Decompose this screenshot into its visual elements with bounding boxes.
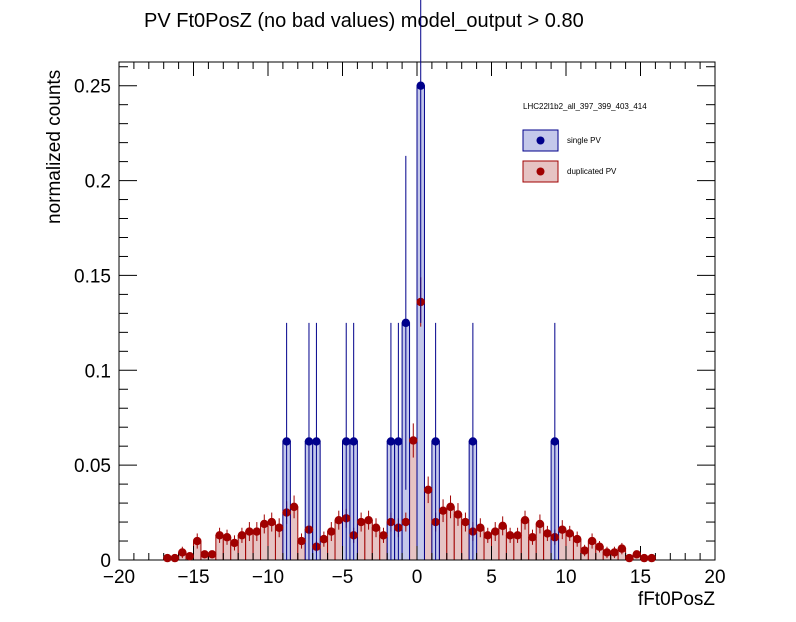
single-pv-point bbox=[386, 437, 396, 446]
duplicated-pv-point bbox=[505, 531, 515, 540]
duplicated-pv-point bbox=[528, 533, 537, 542]
duplicated-pv-point bbox=[491, 527, 500, 536]
duplicated-pv-point bbox=[260, 519, 269, 529]
duplicated-pv-point bbox=[438, 506, 448, 515]
x-tick-label: −20 bbox=[103, 567, 135, 588]
duplicated-pv-point bbox=[356, 517, 366, 527]
y-axis-ticks: 0 0.05 0.1 0.15 0.2 0.25 bbox=[74, 66, 715, 572]
duplicated-pv-point bbox=[587, 536, 597, 546]
duplicated-pv-point bbox=[237, 531, 247, 540]
duplicated-pv-bar bbox=[409, 439, 418, 561]
duplicated-pv-point bbox=[483, 531, 492, 540]
duplicated-pv-point bbox=[640, 553, 649, 563]
duplicated-pv-point bbox=[222, 533, 232, 542]
duplicated-pv-point bbox=[230, 538, 239, 548]
legend-header: LHC22l1b2_all_397_399_403_414 bbox=[523, 102, 647, 111]
y-tick-label: 0.15 bbox=[74, 266, 111, 287]
duplicated-pv-point bbox=[289, 502, 299, 512]
duplicated-pv-point bbox=[572, 534, 582, 544]
legend: LHC22l1b2_all_397_399_403_414 single PV … bbox=[522, 102, 647, 183]
x-tick-label: 0 bbox=[412, 567, 423, 588]
duplicated-pv-point bbox=[423, 485, 433, 495]
duplicated-pv-point bbox=[461, 517, 470, 527]
x-tick-label: 15 bbox=[630, 567, 651, 588]
duplicated-pv-point bbox=[602, 548, 612, 557]
single-pv-point bbox=[304, 437, 314, 446]
y-tick-label: 0.05 bbox=[74, 456, 111, 477]
legend-label-single-pv: single PV bbox=[567, 136, 601, 145]
duplicated-pv-point bbox=[334, 515, 343, 525]
x-axis-ticks: −20 −15 −10 −5 0 5 10 15 20 bbox=[103, 62, 726, 588]
x-axis-title: fFt0PosZ bbox=[638, 589, 715, 610]
duplicated-pv-point bbox=[632, 550, 641, 559]
duplicated-pv-point bbox=[535, 519, 545, 529]
y-tick-label: 0.25 bbox=[74, 77, 111, 98]
duplicated-pv-point bbox=[401, 517, 411, 527]
duplicated-pv-point bbox=[625, 553, 634, 563]
duplicated-pv-point bbox=[580, 546, 589, 555]
duplicated-pv-point bbox=[565, 529, 574, 538]
duplicated-pv-point bbox=[476, 523, 485, 532]
duplicated-pv-point bbox=[215, 531, 224, 540]
y-axis-title: normalized counts bbox=[44, 70, 65, 224]
x-tick-label: 5 bbox=[486, 567, 497, 588]
x-tick-label: −5 bbox=[332, 567, 354, 588]
duplicated-pv-point bbox=[245, 527, 254, 536]
duplicated-pv-point bbox=[446, 502, 455, 512]
duplicated-pv-point bbox=[297, 536, 306, 546]
duplicated-pv-point bbox=[453, 510, 463, 519]
duplicated-pv-point bbox=[319, 534, 329, 544]
x-tick-label: −10 bbox=[252, 567, 284, 588]
single-pv-point bbox=[550, 437, 560, 446]
duplicated-pv-point bbox=[170, 553, 180, 563]
duplicated-pv-point bbox=[207, 550, 217, 559]
single-pv-point bbox=[416, 81, 425, 90]
single-pv-points bbox=[282, 0, 560, 560]
duplicated-pv-point bbox=[185, 552, 194, 561]
duplicated-pv-point bbox=[364, 515, 373, 525]
duplicated-pv-point bbox=[647, 553, 656, 563]
duplicated-pv-point bbox=[617, 544, 627, 553]
legend-marker-duplicated-pv bbox=[536, 167, 545, 176]
duplicated-pv-point bbox=[558, 525, 567, 534]
y-tick-label: 0.2 bbox=[85, 172, 111, 193]
duplicated-pv-point bbox=[193, 536, 202, 546]
duplicated-pv-point bbox=[200, 550, 209, 559]
single-pv-point bbox=[431, 437, 440, 446]
x-tick-label: 20 bbox=[704, 567, 725, 588]
duplicated-pv-point bbox=[178, 548, 187, 557]
duplicated-pv-point bbox=[543, 529, 552, 538]
duplicated-pv-point bbox=[409, 436, 418, 445]
duplicated-pv-point bbox=[371, 523, 381, 532]
single-pv-point bbox=[342, 437, 351, 446]
chart-title: PV Ft0PosZ (no bad values) model_output … bbox=[144, 10, 584, 32]
duplicated-pv-point bbox=[163, 553, 172, 563]
single-pv-point bbox=[401, 318, 411, 328]
duplicated-pv-point bbox=[252, 527, 262, 536]
x-tick-label: 10 bbox=[555, 567, 576, 588]
single-pv-point bbox=[282, 437, 291, 446]
x-tick-label: −15 bbox=[177, 567, 209, 588]
duplicated-pv-point bbox=[327, 527, 336, 536]
legend-label-duplicated-pv: duplicated PV bbox=[567, 167, 617, 176]
y-tick-label: 0.1 bbox=[85, 361, 111, 382]
duplicated-pv-point bbox=[498, 521, 507, 531]
duplicated-pv-point bbox=[520, 515, 530, 525]
duplicated-pv-point bbox=[610, 548, 619, 557]
single-pv-point bbox=[312, 437, 321, 446]
duplicated-pv-point bbox=[379, 531, 388, 540]
legend-marker-single-pv bbox=[536, 136, 545, 145]
duplicated-pv-point bbox=[513, 531, 522, 540]
duplicated-pv-point bbox=[267, 517, 276, 527]
duplicated-pv-point bbox=[274, 523, 284, 532]
duplicated-pv-point bbox=[595, 542, 604, 551]
single-pv-point bbox=[468, 437, 478, 446]
single-pv-point bbox=[349, 437, 358, 446]
y-tick-label: 0 bbox=[100, 551, 111, 572]
single-pv-point bbox=[394, 437, 403, 446]
